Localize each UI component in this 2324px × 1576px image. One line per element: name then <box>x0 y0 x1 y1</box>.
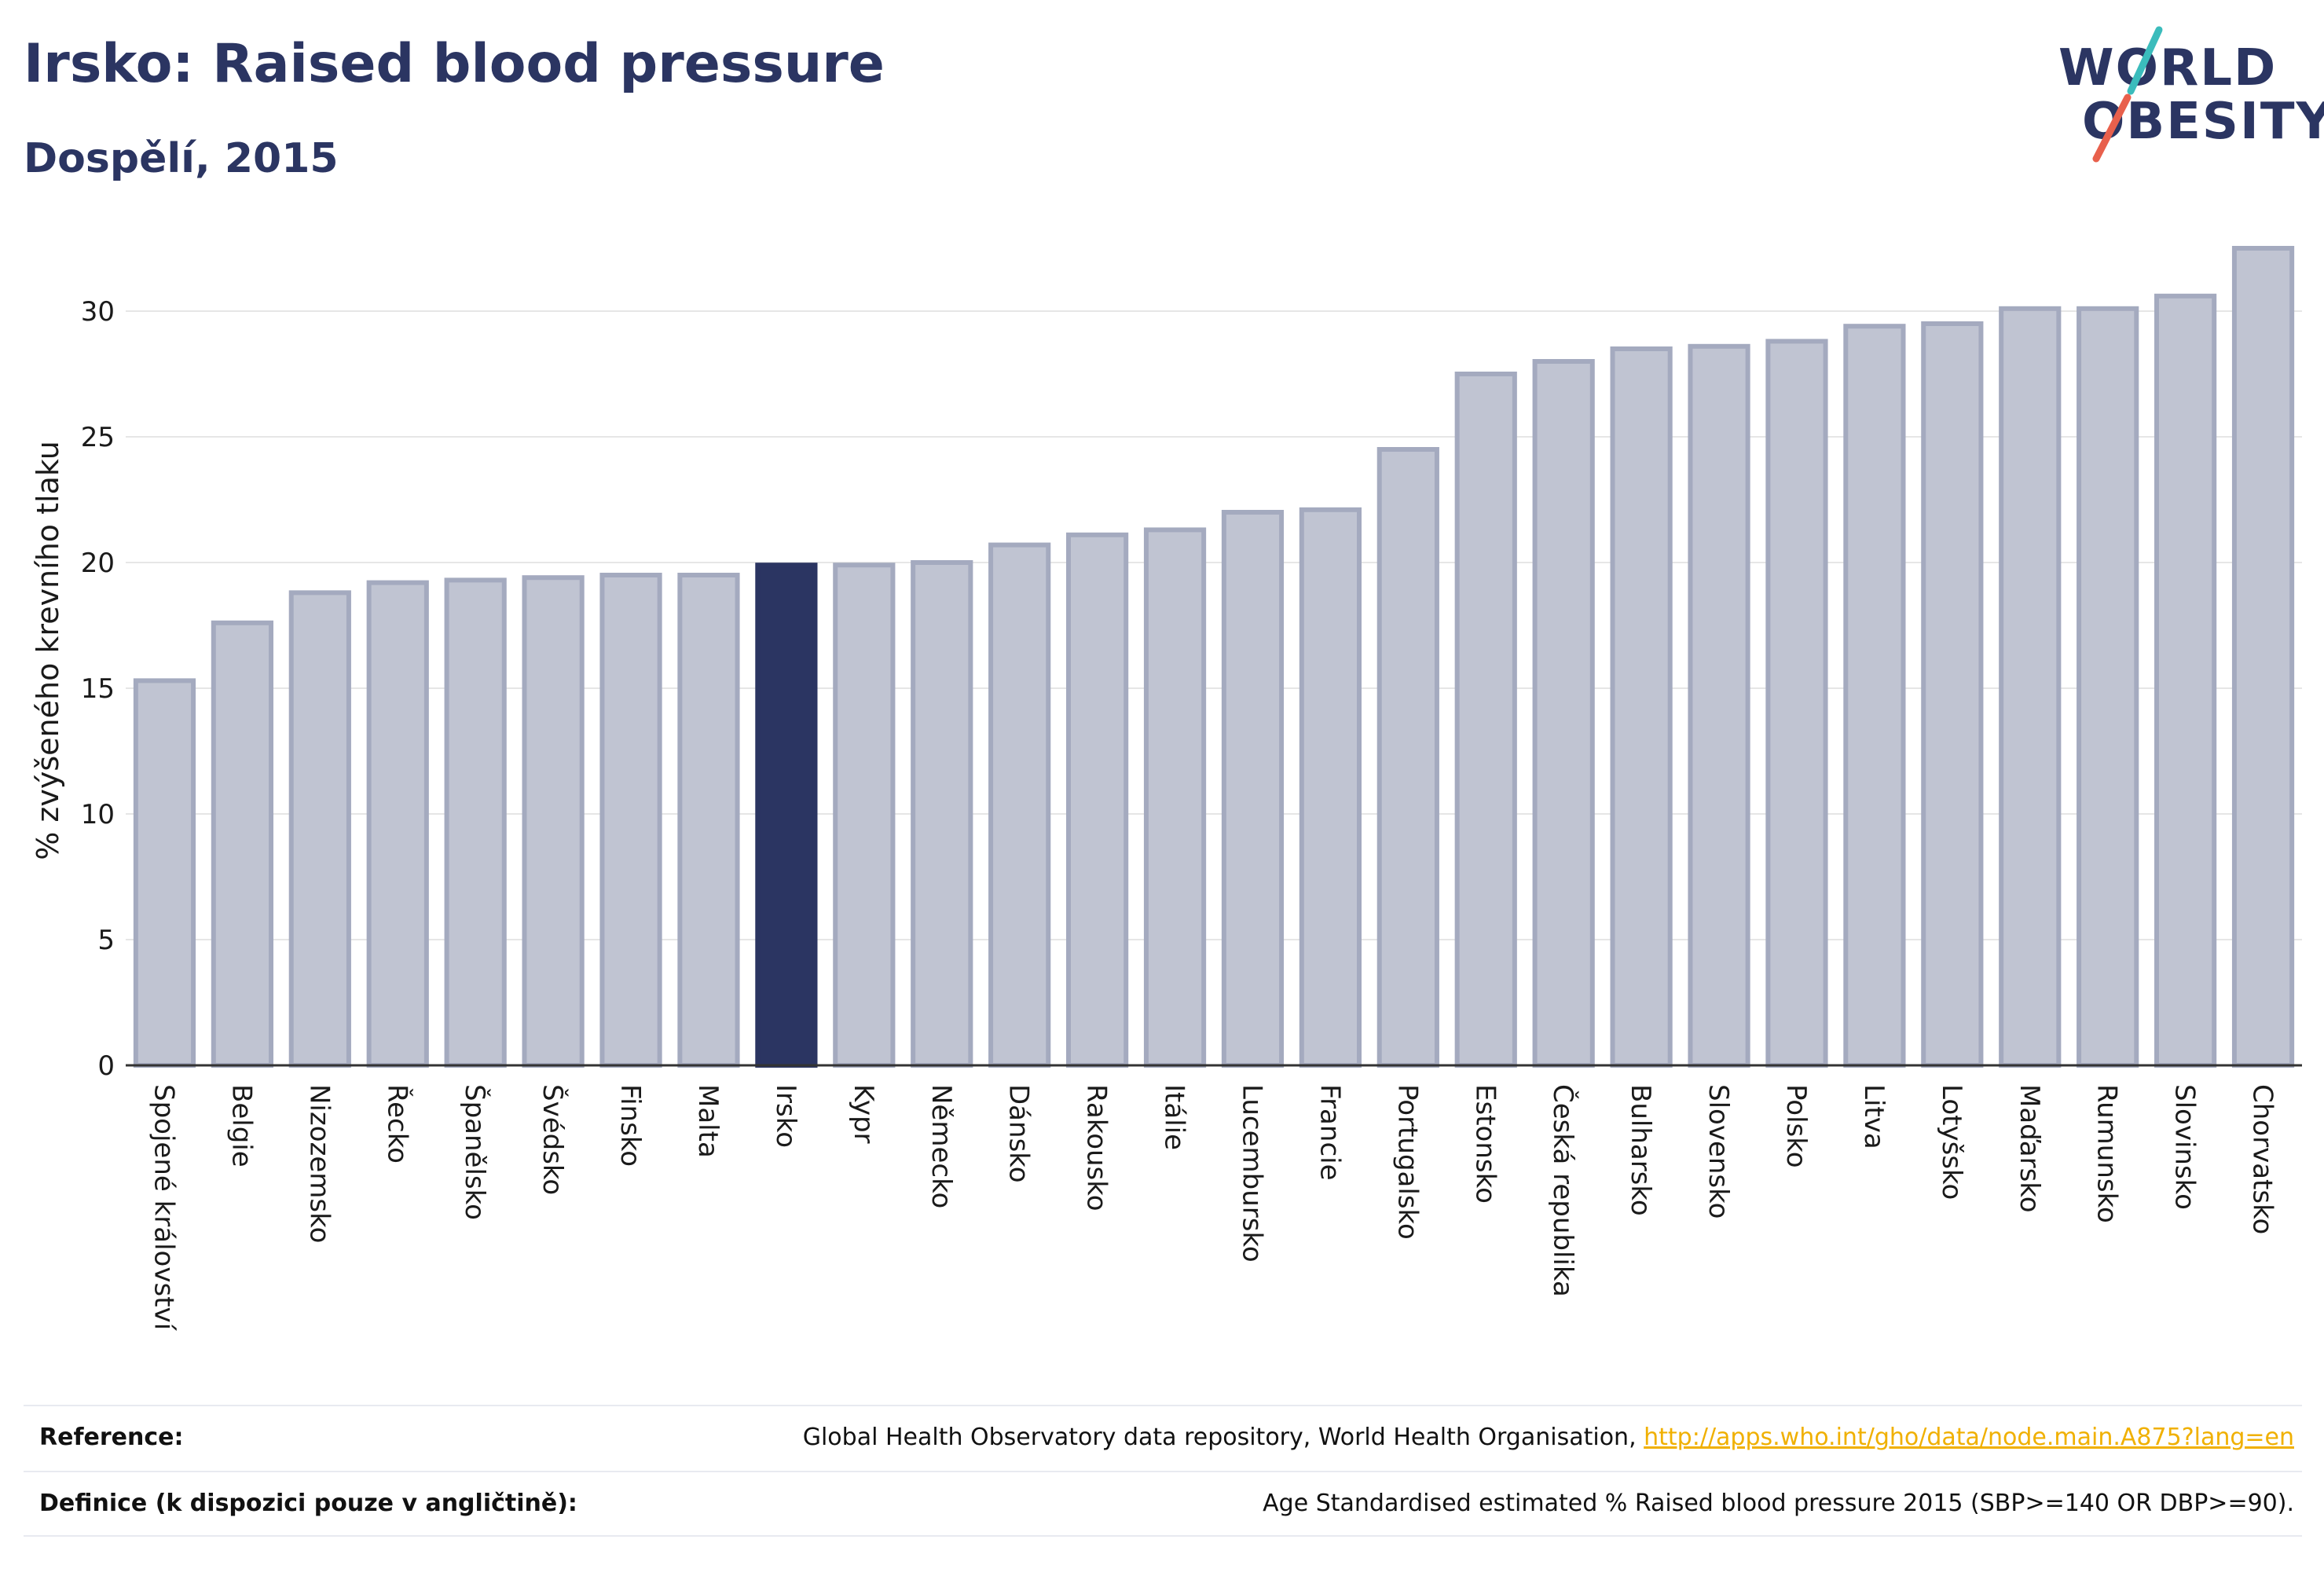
bar <box>833 563 896 1068</box>
bar <box>1921 321 1984 1068</box>
bar <box>988 542 1051 1068</box>
bar <box>133 678 196 1068</box>
bar <box>911 560 973 1068</box>
y-tick-label: 25 <box>81 422 115 453</box>
x-tick-label: Litva <box>1858 1084 1890 1149</box>
bar <box>677 573 740 1068</box>
definition-value: Age Standardised estimated % Raised bloo… <box>1263 1490 2294 1517</box>
x-tick-label: Polsko <box>1780 1084 1812 1168</box>
reference-text: Global Health Observatory data repositor… <box>802 1424 1644 1451</box>
bar <box>1221 510 1285 1068</box>
bar <box>2231 246 2295 1068</box>
page-subtitle: Dospělí, 2015 <box>24 135 339 182</box>
bar <box>755 563 818 1068</box>
x-tick-label: Spojené království <box>148 1084 179 1332</box>
reference-row: Reference: Global Health Observatory dat… <box>24 1405 2302 1469</box>
y-tick-label: 10 <box>81 799 115 830</box>
y-tick-label: 30 <box>81 296 115 328</box>
x-tick-label: Švédsko <box>537 1084 569 1195</box>
bar <box>522 575 585 1068</box>
x-tick-label: Kypr <box>848 1084 879 1144</box>
reference-label: Reference: <box>39 1424 184 1451</box>
x-tick-label: Slovensko <box>1703 1084 1734 1219</box>
x-tick-label: Francie <box>1314 1084 1345 1181</box>
y-tick-label: 20 <box>81 548 115 579</box>
definition-label: Definice (k dispozici pouze v angličtině… <box>39 1490 577 1517</box>
x-tick-label: Finsko <box>614 1084 646 1167</box>
bar <box>1610 346 1673 1068</box>
x-tick-label: Řecko <box>381 1084 413 1164</box>
x-tick-label: Belgie <box>225 1084 257 1167</box>
bar <box>1532 359 1595 1068</box>
x-tick-label: Itálie <box>1159 1084 1190 1150</box>
bar <box>288 590 351 1068</box>
bar <box>1688 343 1750 1068</box>
world-obesity-logo: WORLD OBESITY <box>2043 24 2324 165</box>
logo-line-1: WORLD <box>2058 39 2278 97</box>
x-tick-label: Dánsko <box>1003 1084 1035 1183</box>
x-tick-label: Česká republika <box>1547 1084 1579 1297</box>
bar <box>1843 324 1906 1068</box>
bar <box>1066 532 1129 1068</box>
bar <box>2077 306 2139 1068</box>
reference-link[interactable]: http://apps.who.int/gho/data/node.main.A… <box>1644 1424 2294 1451</box>
x-tick-label: Španělsko <box>459 1084 491 1220</box>
bar <box>599 573 662 1068</box>
bar <box>1454 372 1517 1068</box>
y-tick-label: 5 <box>97 925 115 956</box>
x-tick-label: Maďarsko <box>2014 1084 2045 1213</box>
x-tick-label: Lucembursko <box>1236 1084 1267 1263</box>
y-tick-label: 15 <box>81 673 115 705</box>
y-tick-label: 0 <box>97 1050 115 1082</box>
reference-value: Global Health Observatory data repositor… <box>803 1424 2294 1451</box>
x-tick-label: Chorvatsko <box>2247 1084 2278 1234</box>
bar <box>1999 306 2062 1068</box>
bar <box>366 580 429 1068</box>
x-tick-label: Lotyšsko <box>1936 1084 1967 1200</box>
x-tick-label: Německo <box>926 1084 957 1208</box>
x-tick-label: Portugalsko <box>1391 1084 1423 1240</box>
x-tick-label: Nizozemsko <box>303 1084 335 1243</box>
x-tick-label: Malta <box>692 1084 724 1158</box>
bar <box>1765 339 1828 1068</box>
x-tick-label: Rumunsko <box>2091 1084 2123 1223</box>
bar-chart: 0 5 10 15 20 25 30 % zvýšeného krevního tlaku Sp… <box>31 246 2302 1332</box>
bar <box>1376 447 1439 1068</box>
bar <box>444 577 507 1068</box>
y-axis-label: % zvýšeného krevního tlaku <box>31 441 65 860</box>
x-tick-label: Estonsko <box>1469 1084 1501 1204</box>
footer: Reference: Global Health Observatory dat… <box>24 1405 2302 1538</box>
bar <box>211 620 273 1068</box>
logo-slash-icon <box>2092 26 2163 163</box>
bar <box>1299 507 1362 1068</box>
x-tick-label: Bulharsko <box>1625 1084 1656 1216</box>
x-tick-label: Irsko <box>770 1084 801 1148</box>
x-tick-label: Slovinsko <box>2169 1084 2201 1210</box>
definition-row: Definice (k dispozici pouze v angličtině… <box>24 1471 2302 1537</box>
bar <box>1143 527 1207 1068</box>
x-tick-label: Rakousko <box>1081 1084 1113 1211</box>
bar <box>2154 293 2217 1068</box>
page-title: Irsko: Raised blood pressure <box>24 33 885 95</box>
